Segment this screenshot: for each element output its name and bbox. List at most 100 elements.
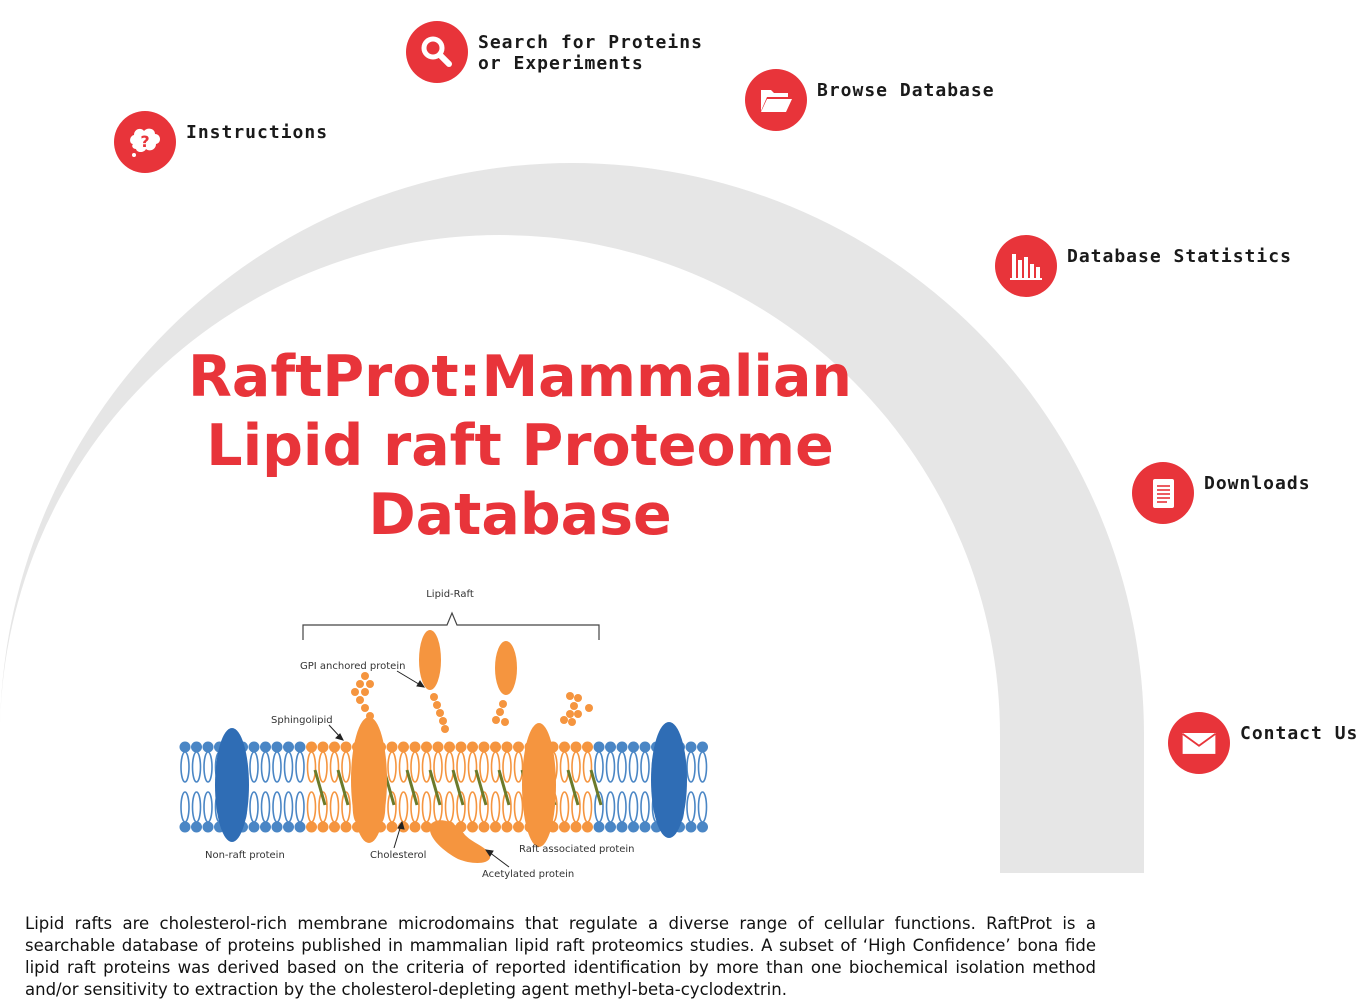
lipid-tail	[628, 791, 639, 823]
raft-associated-protein	[522, 723, 556, 847]
lipid-tail	[433, 751, 443, 783]
lipid-head	[260, 741, 271, 753]
cholesterol-molecule	[313, 769, 327, 806]
lipid-head	[467, 741, 478, 753]
lipid-tail	[559, 791, 570, 823]
label-raft-associated-protein: Raft associated protein	[519, 844, 635, 855]
lipid-raft-brace	[302, 611, 600, 640]
lipid-head	[559, 741, 570, 753]
cholesterol-molecule	[566, 769, 580, 806]
lipid-head	[490, 741, 501, 753]
lipid-head	[398, 741, 409, 753]
lipid-tail	[467, 751, 478, 783]
lipid-tail	[329, 751, 340, 783]
lipid-tail	[467, 791, 478, 823]
lipid-tail	[571, 751, 581, 783]
non-raft-protein-right	[651, 722, 687, 838]
nav-statistics[interactable]: Database Statistics	[995, 235, 1292, 297]
lipid-head	[179, 821, 191, 833]
lipid-head	[582, 741, 593, 753]
lipid-tail	[594, 791, 604, 823]
lipid-tail	[283, 791, 294, 823]
label-sphingolipid: Sphingolipid	[271, 715, 333, 726]
lipid-head	[179, 741, 191, 753]
lipid-head	[513, 741, 524, 753]
lipid-tail	[686, 751, 696, 783]
nav-downloads[interactable]: Downloads	[1132, 462, 1311, 524]
lipid-tail	[329, 791, 340, 823]
cholesterol-molecule	[405, 769, 419, 806]
lipid-head	[306, 741, 317, 753]
lipid-tail	[617, 751, 627, 783]
lipid-head	[294, 821, 306, 833]
nav-contact-label: Contact Us	[1240, 723, 1359, 744]
nav-contact[interactable]: Contact Us	[1168, 712, 1358, 774]
raft-protein-left	[351, 717, 387, 843]
lipid-tail	[318, 791, 328, 823]
database-description: Lipid rafts are cholesterol-rich membran…	[25, 914, 1096, 999]
lipid-head	[260, 821, 271, 833]
lipid-tail	[605, 751, 616, 783]
nav-instructions[interactable]: ? Instructions	[114, 111, 328, 173]
lipid-tail	[203, 751, 213, 783]
lipid-head	[191, 821, 202, 833]
lipid-tail	[513, 791, 524, 823]
cholesterol-molecule	[336, 769, 350, 806]
lipid-head	[616, 821, 628, 833]
lipid-head	[294, 741, 306, 753]
gpi-anchored-protein-2	[495, 641, 517, 695]
label-acetylated-protein: Acetylated protein	[482, 869, 574, 880]
lipid-tail	[249, 751, 259, 783]
lipid-tail	[479, 791, 489, 823]
lipid-head	[329, 741, 340, 753]
lipid-tail	[490, 791, 501, 823]
lipid-tail	[479, 751, 489, 783]
glycan-chains	[351, 672, 593, 733]
lipid-head	[478, 741, 490, 753]
nav-browse[interactable]: Browse Database	[745, 69, 995, 131]
lipid-head	[306, 821, 317, 833]
label-gpi-anchored-protein: GPI anchored protein	[300, 661, 405, 672]
lipid-head	[570, 821, 582, 833]
lipid-tail	[387, 791, 397, 823]
lipid-head	[340, 821, 352, 833]
label-cholesterol: Cholesterol	[370, 850, 426, 861]
nav-instructions-label: Instructions	[186, 122, 329, 143]
lipid-tail	[617, 791, 627, 823]
lipid-head	[593, 741, 605, 753]
lipid-head	[582, 821, 593, 833]
label-lipid-raft: Lipid-Raft	[426, 589, 474, 600]
cholesterol-molecule	[428, 769, 442, 806]
lipid-head	[421, 741, 432, 753]
lipid-tail	[180, 751, 190, 783]
lipid-tail	[341, 751, 351, 783]
lipid-head	[421, 821, 432, 833]
lipid-tail	[191, 791, 202, 823]
lipid-tail	[513, 751, 524, 783]
acetylated-protein	[429, 820, 491, 863]
lipid-head	[409, 821, 421, 833]
lipid-tail	[502, 751, 512, 783]
lipid-head	[329, 821, 340, 833]
lipid-tail	[421, 751, 432, 783]
lipid-tail	[686, 791, 696, 823]
lipid-head	[202, 821, 214, 833]
lipid-tail	[203, 791, 213, 823]
nav-statistics-label: Database Statistics	[1067, 246, 1292, 267]
lipid-tail	[306, 751, 317, 783]
nav-search[interactable]: Search for Proteins or Experiments	[406, 21, 703, 83]
lipid-head	[685, 821, 697, 833]
lipid-tail	[387, 751, 397, 783]
lipid-head	[432, 741, 444, 753]
lipid-head	[570, 741, 582, 753]
svg-text:?: ?	[140, 132, 149, 151]
lipid-tail	[605, 791, 616, 823]
lipid-head	[697, 741, 708, 753]
lipid-head	[283, 821, 294, 833]
lipid-head	[191, 741, 202, 753]
lipid-head	[317, 741, 329, 753]
lipid-head	[271, 741, 283, 753]
cholesterol-molecule	[474, 769, 488, 806]
lipid-tail	[456, 751, 466, 783]
